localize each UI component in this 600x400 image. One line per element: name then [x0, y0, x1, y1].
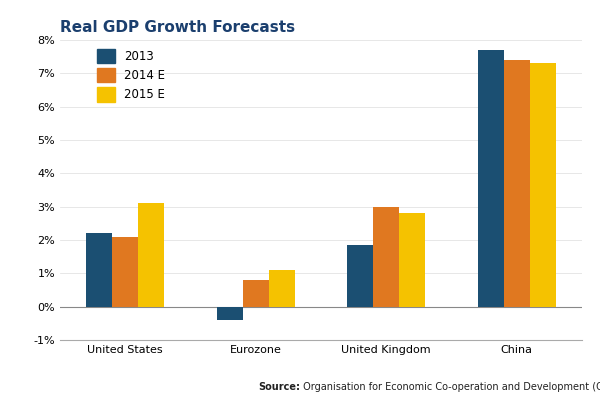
Text: Organisation for Economic Co-operation and Development (OECD) Interim Economic A: Organisation for Economic Co-operation a… [300, 382, 600, 392]
Bar [217, 307, 243, 320]
Bar [242, 280, 269, 307]
Text: Source:: Source: [258, 382, 300, 392]
Bar [269, 270, 295, 307]
Bar [86, 233, 112, 307]
Bar [530, 63, 556, 307]
Bar [139, 203, 164, 307]
Text: Real GDP Growth Forecasts: Real GDP Growth Forecasts [60, 20, 295, 35]
Bar [347, 245, 373, 307]
Bar [478, 50, 504, 307]
Legend: 2013, 2014 E, 2015 E: 2013, 2014 E, 2015 E [97, 49, 166, 102]
Bar [400, 213, 425, 307]
Bar [504, 60, 530, 307]
Bar [373, 207, 400, 307]
Bar [112, 237, 139, 307]
